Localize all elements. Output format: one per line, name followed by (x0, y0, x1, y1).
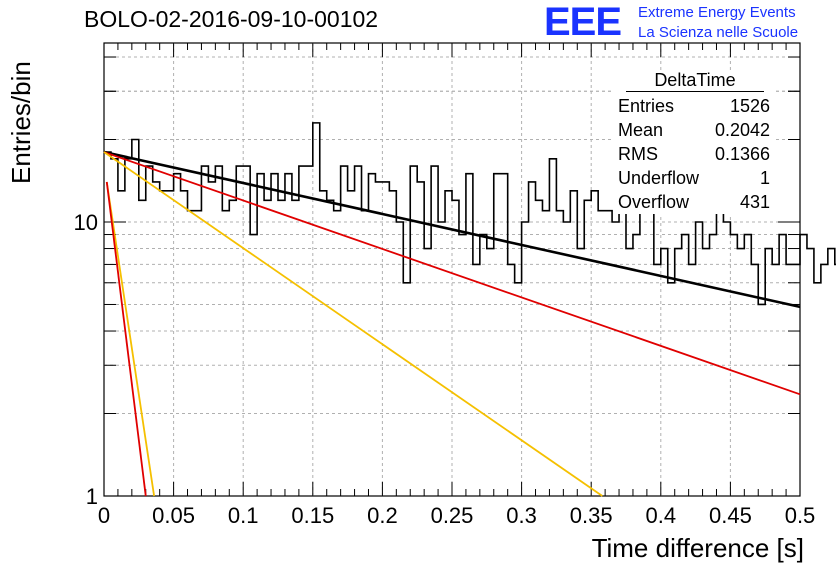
stats-row-rms: RMS 0.1366 (614, 142, 776, 166)
y-tick-label: 10 (74, 210, 98, 235)
x-tick-label: 0.3 (506, 503, 537, 528)
fit-curve (103, 151, 801, 396)
x-tick-label: 0.15 (291, 503, 334, 528)
histogram-steps (104, 122, 836, 306)
stats-value: 1 (759, 168, 770, 188)
y-tick-label: 1 (86, 484, 98, 509)
logo-mark: EEE (544, 0, 622, 44)
stats-row-overflow: Overflow 431 (614, 190, 776, 214)
logo-line1: Extreme Energy Events (638, 4, 796, 21)
y-axis-label: Entries/bin (6, 61, 36, 184)
x-tick-label: 0.25 (431, 503, 474, 528)
fit-curve (103, 151, 603, 497)
stats-row-mean: Mean 0.2042 (614, 118, 776, 142)
stats-label: Entries (618, 96, 675, 116)
fit-curve (105, 181, 147, 497)
stats-title: DeltaTime (626, 70, 764, 92)
x-tick-label: 0.4 (646, 503, 677, 528)
x-tick-label: 0.35 (570, 503, 613, 528)
chart-title: BOLO-02-2016-09-10-00102 (84, 6, 379, 32)
x-tick-label: 0.05 (152, 503, 195, 528)
stats-value: 0.1366 (714, 144, 770, 164)
x-tick-label: 0.2 (367, 503, 398, 528)
x-tick-label: 0.1 (228, 503, 259, 528)
stats-label: Overflow (618, 192, 690, 212)
stats-label: Underflow (618, 168, 700, 188)
tick-labels: 0 0.05 0.1 0.15 0.2 0.25 0.3 0.35 0.4 0.45 0.5 1 10 (74, 210, 816, 528)
stats-label: RMS (618, 144, 658, 164)
x-tick-label: 0.45 (709, 503, 752, 528)
fit-curve (103, 150, 801, 309)
stats-value: 431 (739, 192, 770, 212)
data-histogram (104, 122, 836, 306)
fit-curve (105, 181, 156, 497)
logo-line2: La Scienza nelle Scuole (638, 24, 799, 41)
stats-row-entries: Entries 1526 (614, 94, 776, 118)
stats-row-underflow: Underflow 1 (614, 166, 776, 190)
stats-value: 1526 (729, 96, 770, 116)
grid-lines (104, 43, 800, 496)
x-tick-label: 0.5 (785, 503, 816, 528)
x-axis-label: Time difference [s] (591, 533, 804, 563)
stats-value: 0.2042 (714, 120, 770, 140)
stats-box: DeltaTime Entries 1526 Mean 0.2042 RMS 0.13… (614, 70, 776, 214)
fit-curves (103, 150, 801, 497)
x-tick-label: 0 (98, 503, 110, 528)
stats-label: Mean (618, 120, 664, 140)
